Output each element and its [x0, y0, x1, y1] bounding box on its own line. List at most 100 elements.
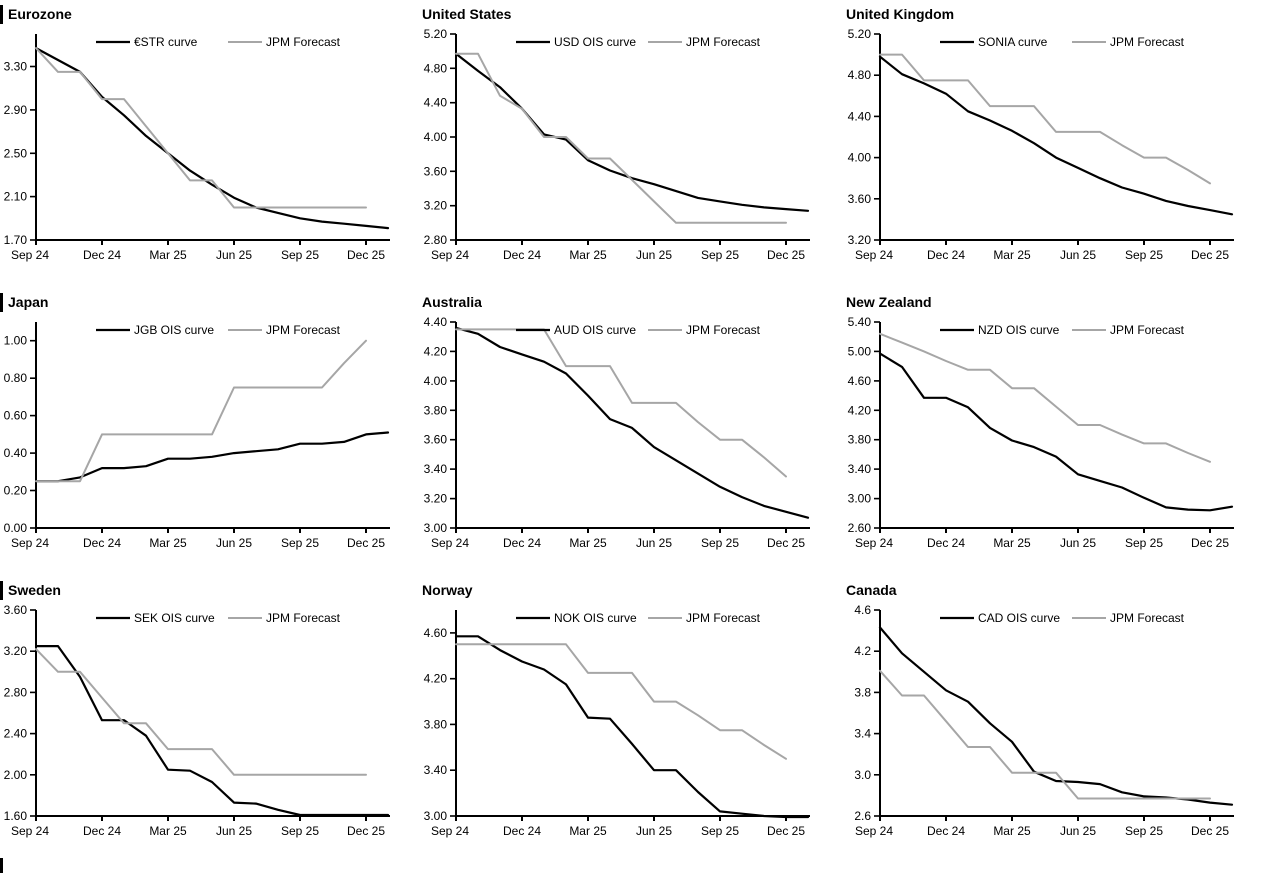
line-chart-japan: 0.00 0.20 0.40 0.60 0.80 1.00 Sep 24 Dec 24 Mar …: [4, 322, 390, 550]
chart-panel-new-zealand: New Zealand 2.60 3.00 3.40 3.80 4.20 4.60 5.00…: [844, 288, 1264, 576]
svg-text:3.8: 3.8: [854, 685, 871, 699]
svg-text:JPM Forecast: JPM Forecast: [266, 611, 341, 625]
svg-text:Dec 25: Dec 25: [1191, 248, 1229, 262]
svg-text:Sep 25: Sep 25: [701, 824, 739, 838]
chart-title: Canada: [846, 582, 897, 598]
svg-text:Sep 24: Sep 24: [855, 536, 893, 550]
svg-text:3.20: 3.20: [424, 492, 448, 506]
section-bar: [0, 580, 3, 600]
panel-header: Sweden: [0, 578, 420, 602]
chart-panel-eurozone: Eurozone 1.70 2.10 2.50 2.90 3.30 Sep 24 Dec 2…: [0, 0, 420, 288]
svg-text:3.40: 3.40: [424, 462, 448, 476]
svg-text:Dec 24: Dec 24: [503, 824, 541, 838]
chart-panel-japan: Japan 0.00 0.20 0.40 0.60 0.80 1.00 Sep 24 Dec …: [0, 288, 420, 576]
svg-text:3.20: 3.20: [4, 644, 28, 658]
svg-text:Dec 25: Dec 25: [767, 536, 805, 550]
svg-text:NOK OIS curve: NOK OIS curve: [554, 611, 637, 625]
svg-text:3.0: 3.0: [854, 768, 871, 782]
svg-text:Mar 25: Mar 25: [569, 536, 607, 550]
panel-header: United States: [420, 2, 844, 26]
svg-text:3.40: 3.40: [848, 462, 872, 476]
svg-text:3.80: 3.80: [424, 717, 448, 731]
svg-text:JPM Forecast: JPM Forecast: [686, 323, 761, 337]
svg-text:NZD OIS curve: NZD OIS curve: [978, 323, 1060, 337]
svg-text:Sep 25: Sep 25: [701, 536, 739, 550]
svg-text:5.20: 5.20: [424, 27, 448, 41]
svg-text:2.40: 2.40: [4, 727, 28, 741]
svg-text:Dec 24: Dec 24: [927, 536, 965, 550]
panel-header: Australia: [420, 290, 844, 314]
chart-title: Australia: [422, 294, 482, 310]
svg-text:Dec 25: Dec 25: [347, 824, 385, 838]
svg-text:Jun 25: Jun 25: [216, 536, 252, 550]
svg-text:AUD OIS curve: AUD OIS curve: [554, 323, 636, 337]
svg-text:Jun 25: Jun 25: [1060, 248, 1096, 262]
svg-text:Jun 25: Jun 25: [216, 824, 252, 838]
svg-text:Jun 25: Jun 25: [216, 248, 252, 262]
svg-text:3.00: 3.00: [424, 809, 448, 823]
chart-panel-united-kingdom: United Kingdom 3.20 3.60 4.00 4.40 4.80 5.20 S…: [844, 0, 1264, 288]
svg-text:4.20: 4.20: [424, 672, 448, 686]
line-chart-canada: 2.6 3.0 3.4 3.8 4.2 4.6 Sep 24 Dec 24 Mar 25 Jun …: [854, 603, 1234, 838]
svg-text:5.00: 5.00: [848, 344, 872, 358]
section-bar-partial: [0, 858, 3, 873]
svg-text:Sep 24: Sep 24: [855, 824, 893, 838]
line-chart-new-zealand: 2.60 3.00 3.40 3.80 4.20 4.60 5.00 5.40 Sep 24 De…: [848, 315, 1234, 550]
svg-text:Dec 25: Dec 25: [347, 536, 385, 550]
svg-text:Sep 25: Sep 25: [1125, 536, 1163, 550]
chart-title: United States: [422, 6, 512, 22]
svg-text:Dec 25: Dec 25: [1191, 824, 1229, 838]
line-chart-australia: 3.00 3.20 3.40 3.60 3.80 4.00 4.20 4.40 Sep 24 De…: [424, 315, 810, 550]
svg-text:1.00: 1.00: [4, 334, 28, 348]
chart-panel-united-states: United States 2.80 3.20 3.60 4.00 4.40 4.80 5.…: [420, 0, 844, 288]
svg-text:Sep 25: Sep 25: [281, 824, 319, 838]
svg-text:2.00: 2.00: [4, 768, 28, 782]
svg-text:4.20: 4.20: [848, 403, 872, 417]
svg-text:JPM Forecast: JPM Forecast: [1110, 323, 1185, 337]
svg-text:Sep 25: Sep 25: [281, 536, 319, 550]
svg-text:Sep 24: Sep 24: [431, 248, 469, 262]
svg-text:5.40: 5.40: [848, 315, 872, 329]
svg-text:3.4: 3.4: [854, 727, 871, 741]
svg-text:0.00: 0.00: [4, 521, 28, 535]
svg-text:JPM Forecast: JPM Forecast: [1110, 35, 1185, 49]
svg-text:4.60: 4.60: [424, 626, 448, 640]
svg-text:Dec 24: Dec 24: [503, 536, 541, 550]
svg-text:Dec 24: Dec 24: [927, 248, 965, 262]
svg-text:Mar 25: Mar 25: [149, 248, 187, 262]
svg-text:1.70: 1.70: [4, 233, 28, 247]
svg-text:Dec 24: Dec 24: [83, 824, 121, 838]
svg-text:Mar 25: Mar 25: [993, 536, 1031, 550]
line-chart-eurozone: 1.70 2.10 2.50 2.90 3.30 Sep 24 Dec 24 Mar 25 Ju…: [4, 34, 390, 262]
svg-text:Sep 24: Sep 24: [11, 536, 49, 550]
section-bar: [0, 292, 3, 312]
svg-text:2.80: 2.80: [4, 685, 28, 699]
panel-header: New Zealand: [844, 290, 1264, 314]
svg-text:Sep 25: Sep 25: [1125, 824, 1163, 838]
svg-text:Jun 25: Jun 25: [636, 248, 672, 262]
chart-panel-sweden: Sweden 1.60 2.00 2.40 2.80 3.20 3.60 Sep 24 Dec…: [0, 576, 420, 873]
svg-text:Jun 25: Jun 25: [636, 536, 672, 550]
svg-text:JPM Forecast: JPM Forecast: [266, 35, 341, 49]
svg-text:Sep 25: Sep 25: [281, 248, 319, 262]
svg-text:Dec 24: Dec 24: [503, 248, 541, 262]
panel-header: United Kingdom: [844, 2, 1264, 26]
svg-text:Mar 25: Mar 25: [569, 824, 607, 838]
svg-text:4.2: 4.2: [854, 644, 871, 658]
svg-text:Dec 25: Dec 25: [767, 248, 805, 262]
svg-text:JPM Forecast: JPM Forecast: [686, 35, 761, 49]
svg-text:3.60: 3.60: [4, 603, 28, 617]
svg-text:4.00: 4.00: [848, 151, 872, 165]
svg-text:2.6: 2.6: [854, 809, 871, 823]
chart-title: Japan: [8, 294, 49, 310]
svg-text:JPM Forecast: JPM Forecast: [686, 611, 761, 625]
chart-panel-norway: Norway 3.00 3.40 3.80 4.20 4.60 Sep 24 Dec 24 M…: [420, 576, 844, 873]
svg-text:SEK OIS curve: SEK OIS curve: [134, 611, 215, 625]
svg-text:4.6: 4.6: [854, 603, 871, 617]
svg-text:3.00: 3.00: [848, 492, 872, 506]
svg-text:Dec 24: Dec 24: [83, 248, 121, 262]
line-chart-sweden: 1.60 2.00 2.40 2.80 3.20 3.60 Sep 24 Dec 24 Mar …: [4, 603, 390, 838]
svg-text:3.60: 3.60: [424, 164, 448, 178]
svg-text:Jun 25: Jun 25: [636, 824, 672, 838]
